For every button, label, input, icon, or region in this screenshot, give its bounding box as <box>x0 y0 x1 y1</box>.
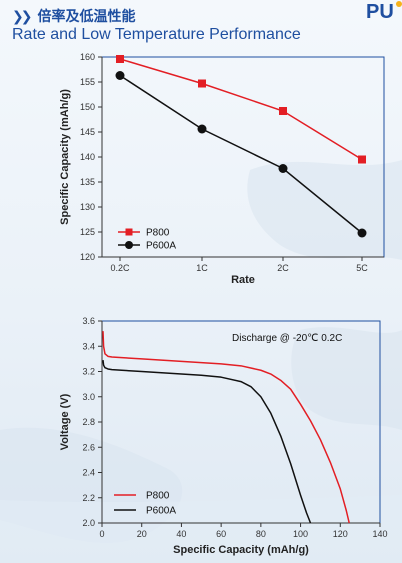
chart1-x-axis-title: Rate <box>231 274 255 286</box>
chart1-x-tick-label: 2C <box>277 263 289 273</box>
chart1-legend-p800-marker <box>125 228 133 236</box>
chart2-y-tick-label: 3.4 <box>82 341 95 351</box>
chart2-x-tick-label: 60 <box>216 529 226 539</box>
chart1-point-p600a <box>115 71 125 80</box>
chart1-point-p800 <box>116 55 124 63</box>
chart1-y-tick-label: 135 <box>80 177 95 187</box>
chart1-point-p800 <box>358 155 366 164</box>
chart1-point-p600a <box>357 228 367 238</box>
chart2-y-axis-title: Voltage (V) <box>59 393 71 450</box>
chart1-point-p800 <box>279 107 287 115</box>
chart1-x-tick-label: 0.2C <box>110 263 130 273</box>
chart1-legend-p600a-marker <box>125 241 133 249</box>
title-english: Rate and Low Temperature Performance <box>12 26 301 43</box>
chart1-series-line-p800 <box>119 58 363 161</box>
chart2-y-tick-label: 3.6 <box>82 316 95 326</box>
chart1-x-tick-label: 5C <box>356 263 368 273</box>
chart2-y-tick-label: 2.0 <box>82 518 95 528</box>
chart1-y-tick-label: 150 <box>80 102 95 112</box>
chart1-point-p800 <box>198 79 206 88</box>
chart1-legend: P800 P600A <box>118 228 176 252</box>
chart1-legend-p800-label: P800 <box>146 228 170 239</box>
chart2-x-tick-label: 20 <box>137 529 147 539</box>
chart2-x-tick-label: 140 <box>372 529 387 539</box>
brand-logo: PU <box>366 1 402 22</box>
title-chinese: 倍率及低温性能 <box>37 8 136 24</box>
chart2-y-tick-label: 2.8 <box>82 417 95 427</box>
chart1-y-tick-label: 160 <box>80 52 95 62</box>
header: ❯❯ 倍率及低温性能 Rate and Low Temperature Perf… <box>12 6 301 44</box>
chart2-y-tick-label: 3.0 <box>82 392 95 402</box>
double-chevron-icon: ❯❯ <box>12 7 33 24</box>
chart2-x-tick-label: 40 <box>176 529 186 539</box>
chart1-y-tick-label: 120 <box>80 252 95 262</box>
logo-text: PU <box>366 1 394 22</box>
chart1-y-tick-label: 145 <box>80 127 95 137</box>
chart2-x-tick-label: 100 <box>293 529 308 539</box>
chart2-legend-p800-label: P800 <box>146 491 170 502</box>
chart1-point-p600a <box>197 124 207 134</box>
chart2-y-tick-label: 3.2 <box>82 367 95 377</box>
chart1-y-tick-label: 155 <box>80 77 95 87</box>
chart2-x-axis-title: Specific Capacity (mAh/g) <box>173 544 309 556</box>
chart1-y-tick-label: 130 <box>80 202 95 212</box>
title-cn-row: ❯❯ 倍率及低温性能 <box>12 6 301 26</box>
chart2-x-tick-label: 80 <box>256 529 266 539</box>
chart2-series-line-p600a <box>102 360 312 524</box>
chart2-x-tick-label: 0 <box>99 529 104 539</box>
chart2-y-tick-label: 2.4 <box>82 468 95 478</box>
chart1-y-tick-label: 125 <box>80 227 95 237</box>
chart2-x-tick-label: 120 <box>333 529 348 539</box>
chart1-x-tick-label: 1C <box>196 263 208 273</box>
chart2-annotation: Discharge @ -20℃ 0.2C <box>232 333 342 344</box>
chart1-point-p600a <box>278 164 288 173</box>
chart2-y-tick-label: 2.6 <box>82 442 95 452</box>
chart1-legend-p600a-label: P600A <box>146 241 176 252</box>
chart1-y-axis-title: Specific Capacity (mAh/g) <box>59 89 71 225</box>
chart2-frame <box>101 320 381 524</box>
chart2-y-tick-label: 2.2 <box>82 493 95 503</box>
chart2-legend-p600a-label: P600A <box>146 506 176 517</box>
chart2-series-line-p800 <box>102 331 350 524</box>
chart1-series-line-p600a <box>119 74 363 234</box>
chart1-y-tick-label: 140 <box>80 152 95 162</box>
chart2-legend: P800 P600A <box>114 491 176 517</box>
